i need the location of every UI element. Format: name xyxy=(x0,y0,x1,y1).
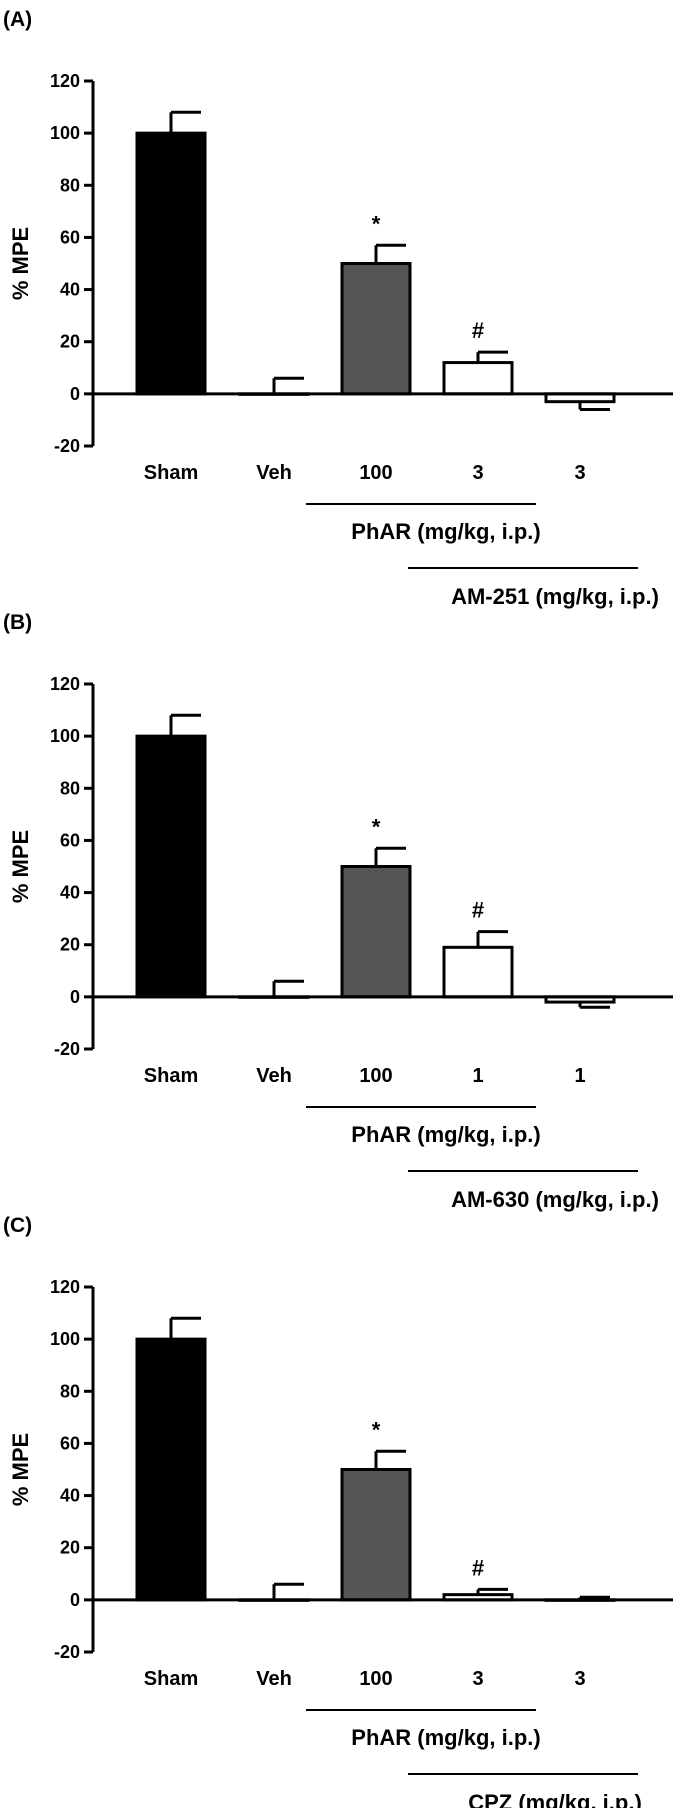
y-tick-label: 20 xyxy=(60,935,80,955)
x-tick-label: 100 xyxy=(359,1065,392,1087)
treatment-group-label: CPZ (mg/kg, i.p.) xyxy=(468,1790,642,1808)
x-tick-label: 3 xyxy=(472,1668,483,1690)
x-tick-label: Sham xyxy=(144,1065,198,1087)
significance-marker: * xyxy=(372,814,381,839)
y-tick-label: 100 xyxy=(50,726,80,746)
bar xyxy=(340,262,412,396)
bar xyxy=(135,131,207,396)
panel-b: (B) % MPE -20 0 20 40 60 80 100 120 Sham Veh * 100 #1 1… xyxy=(3,611,673,1212)
x-tick-label: Sham xyxy=(144,462,198,484)
significance-marker: # xyxy=(472,898,484,923)
bar xyxy=(442,945,514,999)
y-tick-label: 20 xyxy=(60,332,80,352)
x-tick-label: Veh xyxy=(256,1668,292,1690)
y-tick-label: 40 xyxy=(60,280,80,300)
y-tick-label: -20 xyxy=(54,1039,80,1059)
significance-marker: * xyxy=(372,1417,381,1442)
y-tick-label: 40 xyxy=(60,883,80,903)
x-tick-label: 1 xyxy=(472,1065,483,1087)
y-tick-label: 60 xyxy=(60,227,80,247)
significance-marker: # xyxy=(472,1555,484,1580)
x-tick-label: 100 xyxy=(359,462,392,484)
panel-label: (B) xyxy=(3,611,32,634)
x-tick-label: 100 xyxy=(359,1668,392,1690)
bar xyxy=(340,1468,412,1602)
x-tick-label: Sham xyxy=(144,1668,198,1690)
x-tick-label: 3 xyxy=(472,462,483,484)
panel-a: (A) % MPE -20 0 20 40 60 80 100 120 Sham Veh * 100 #3 3… xyxy=(3,8,673,609)
y-tick-label: 0 xyxy=(70,384,80,404)
y-tick-label: 80 xyxy=(60,778,80,798)
y-tick-label: 0 xyxy=(70,987,80,1007)
y-tick-label: 100 xyxy=(50,123,80,143)
bar xyxy=(135,734,207,999)
y-tick-label: 0 xyxy=(70,1590,80,1610)
x-tick-label: 1 xyxy=(574,1065,585,1087)
treatment-group-label: PhAR (mg/kg, i.p.) xyxy=(351,1122,540,1147)
y-tick-label: 80 xyxy=(60,175,80,195)
x-tick-label: Veh xyxy=(256,462,292,484)
significance-marker: * xyxy=(372,211,381,236)
panel-label: (C) xyxy=(3,1214,32,1237)
treatment-group-label: PhAR (mg/kg, i.p.) xyxy=(351,1725,540,1750)
significance-marker: # xyxy=(472,318,484,343)
y-tick-label: 40 xyxy=(60,1486,80,1506)
bar xyxy=(340,865,412,999)
y-axis-label: % MPE xyxy=(8,830,33,903)
y-tick-label: 120 xyxy=(50,1277,80,1297)
treatment-group-label: AM-251 (mg/kg, i.p.) xyxy=(451,584,659,609)
panel-label: (A) xyxy=(3,8,32,31)
y-tick-label: -20 xyxy=(54,1642,80,1662)
y-axis-label: % MPE xyxy=(8,227,33,300)
bar xyxy=(135,1337,207,1602)
treatment-group-label: PhAR (mg/kg, i.p.) xyxy=(351,519,540,544)
x-tick-label: Veh xyxy=(256,1065,292,1087)
y-axis-label: % MPE xyxy=(8,1433,33,1506)
treatment-group-label: AM-630 (mg/kg, i.p.) xyxy=(451,1187,659,1212)
x-tick-label: 3 xyxy=(574,462,585,484)
y-tick-label: 100 xyxy=(50,1329,80,1349)
y-tick-label: 60 xyxy=(60,1433,80,1453)
y-tick-label: -20 xyxy=(54,436,80,456)
panel-c: (C) % MPE -20 0 20 40 60 80 100 120 Sham Veh * 100 #3 3… xyxy=(3,1214,673,1808)
y-tick-label: 80 xyxy=(60,1381,80,1401)
y-tick-label: 120 xyxy=(50,71,80,91)
y-tick-label: 60 xyxy=(60,830,80,850)
y-tick-label: 120 xyxy=(50,674,80,694)
bar xyxy=(442,361,514,396)
x-tick-label: 3 xyxy=(574,1668,585,1690)
y-tick-label: 20 xyxy=(60,1538,80,1558)
